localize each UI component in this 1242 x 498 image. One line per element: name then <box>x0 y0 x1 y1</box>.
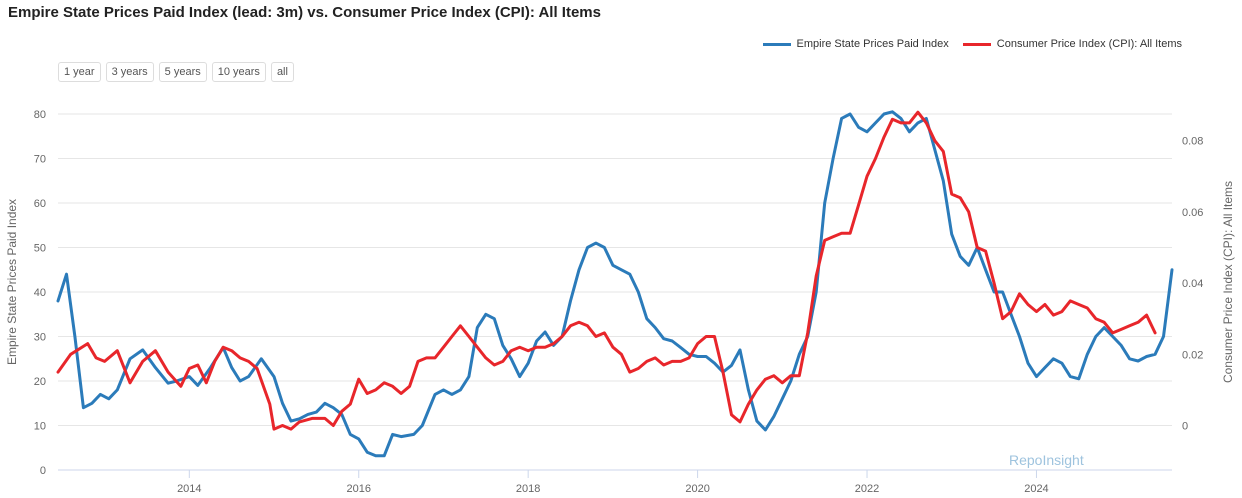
axes: 0 10 20 30 40 50 60 70 80 0 0.02 0.04 0.06 0.08 2014 20… <box>34 109 1204 495</box>
y-left-tick-label: 50 <box>34 243 46 255</box>
y-axis-left-label: Empire State Prices Paid Index <box>5 199 19 365</box>
range-10-years-button[interactable]: 10 years <box>211 62 266 82</box>
range-1-year-button[interactable]: 1 year <box>58 62 101 82</box>
y-right-tick-label: 0.08 <box>1182 136 1203 148</box>
chart-legend: Empire State Prices Paid Index Consumer … <box>762 38 1182 50</box>
range-3-years-button[interactable]: 3 years <box>105 62 154 82</box>
y-right-tick-label: 0.06 <box>1182 207 1203 219</box>
x-tick-label: 2016 <box>346 483 370 495</box>
y-left-tick-label: 30 <box>34 332 46 344</box>
x-tick-label: 2022 <box>855 483 879 495</box>
legend-label-cpi: Consumer Price Index (CPI): All Items <box>996 38 1182 50</box>
y-left-tick-label: 40 <box>34 287 46 299</box>
legend-swatch-empire <box>762 42 791 46</box>
grid-lines <box>58 113 1172 471</box>
y-left-tick-label: 70 <box>34 154 46 166</box>
y-left-tick-label: 20 <box>34 376 46 388</box>
legend-swatch-cpi <box>962 42 991 46</box>
legend-item-empire[interactable]: Empire State Prices Paid Index <box>762 38 949 50</box>
y-left-tick-label: 80 <box>34 109 46 121</box>
y-left-tick-label: 0 <box>40 465 46 477</box>
range-selector: 1 year 3 years 5 years 10 years all <box>58 62 294 82</box>
y-right-tick-label: 0.04 <box>1182 278 1203 290</box>
range-all-button[interactable]: all <box>270 62 294 82</box>
y-axis-right-label: Consumer Price Index (CPI): All Items <box>1221 181 1235 383</box>
x-tick-label: 2024 <box>1024 483 1048 495</box>
x-tick-label: 2014 <box>177 483 201 495</box>
series-lines <box>56 110 1174 458</box>
legend-label-empire: Empire State Prices Paid Index <box>796 38 949 50</box>
watermark: RepoInsight <box>1009 452 1084 468</box>
series-line-cpi[interactable] <box>56 110 1157 431</box>
y-right-tick-label: 0 <box>1182 421 1188 433</box>
x-tick-label: 2018 <box>516 483 540 495</box>
y-right-tick-label: 0.02 <box>1182 349 1203 361</box>
legend-item-cpi[interactable]: Consumer Price Index (CPI): All Items <box>962 38 1182 50</box>
series-line-empire-state[interactable] <box>56 110 1174 458</box>
chart-title: Empire State Prices Paid Index (lead: 3m… <box>8 4 601 21</box>
x-tick-label: 2020 <box>685 483 709 495</box>
y-left-tick-label: 10 <box>34 421 46 433</box>
y-left-tick-label: 60 <box>34 198 46 210</box>
range-5-years-button[interactable]: 5 years <box>158 62 207 82</box>
